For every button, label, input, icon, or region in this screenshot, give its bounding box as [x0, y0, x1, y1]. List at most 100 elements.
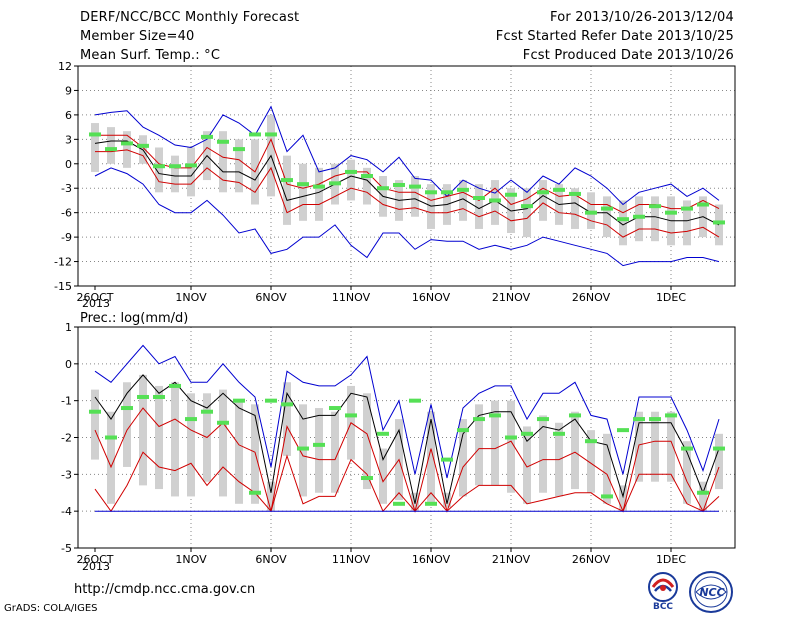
- box-1-11: [267, 481, 275, 512]
- mean-marker-1-14: [313, 442, 325, 447]
- box-0-31: [587, 192, 595, 229]
- box-0-23: [459, 180, 467, 221]
- box-0-14: [315, 167, 323, 221]
- series-median-line-1: [94, 407, 720, 514]
- mean-marker-0-23: [457, 187, 469, 192]
- box-1-28: [539, 415, 547, 493]
- box-0-13: [299, 163, 307, 221]
- mean-marker-0-3: [137, 143, 149, 148]
- mean-marker-0-15: [329, 181, 341, 186]
- x-year-label: 2013: [82, 297, 110, 310]
- box-1-37: [683, 441, 691, 504]
- footer-grads-credit: GrADS: COLA/IGES: [4, 603, 98, 614]
- box-0-6: [187, 147, 195, 197]
- box-1-4: [155, 385, 163, 490]
- box-0-27: [523, 188, 531, 238]
- ncc-logo-text: NCC: [699, 586, 724, 599]
- box-0-0: [91, 123, 99, 172]
- header-member-size: Member Size=40: [80, 29, 195, 44]
- bcc-logo: BCC: [648, 572, 678, 612]
- mean-marker-1-16: [345, 413, 357, 418]
- mean-marker-1-26: [505, 435, 517, 440]
- bcc-logo-text: BCC: [653, 602, 673, 612]
- header-start-date: Fcst Started Refer Date 2013/10/25: [495, 29, 734, 44]
- box-1-15: [331, 411, 339, 493]
- x-tick-label: 26OCT: [76, 553, 113, 566]
- mean-marker-0-0: [89, 132, 101, 137]
- mean-marker-0-20: [409, 184, 421, 189]
- box-1-0: [91, 389, 99, 460]
- box-0-25: [491, 180, 499, 225]
- mean-marker-0-14: [313, 184, 325, 189]
- box-1-35: [651, 411, 659, 482]
- y-tick-label: -1: [61, 395, 72, 408]
- mean-marker-0-6: [185, 163, 197, 168]
- box-1-6: [187, 393, 195, 497]
- mean-marker-1-38: [697, 490, 709, 495]
- y-tick-label: 3: [65, 133, 72, 146]
- mean-marker-1-25: [489, 413, 501, 418]
- mean-marker-0-24: [473, 196, 485, 200]
- box-1-32: [603, 433, 611, 504]
- y-tick-label: -3: [61, 468, 72, 481]
- x-tick-label: 16NOV: [412, 291, 451, 304]
- box-1-8: [219, 389, 227, 497]
- box-0-17: [363, 167, 371, 205]
- mean-marker-0-10: [249, 132, 261, 137]
- y-tick-label: -4: [61, 505, 72, 518]
- series-max-line-0: [94, 105, 720, 206]
- mean-marker-0-19: [393, 182, 405, 187]
- mean-marker-1-30: [569, 413, 581, 418]
- x-year-label: 2013: [82, 560, 110, 573]
- footer-url[interactable]: http://cmdp.ncc.cma.gov.cn: [74, 582, 256, 597]
- mean-marker-0-28: [537, 190, 549, 195]
- plot-frame-0: [77, 65, 736, 287]
- mean-marker-1-33: [617, 428, 629, 433]
- mean-marker-1-15: [329, 406, 341, 411]
- box-1-17: [363, 393, 371, 490]
- box-1-36: [667, 411, 675, 482]
- mean-marker-0-31: [585, 210, 597, 215]
- series-max-line-1: [94, 344, 720, 479]
- mean-marker-0-16: [345, 169, 357, 174]
- box-1-24: [475, 404, 483, 486]
- mean-marker-0-21: [425, 190, 437, 195]
- x-tick-label: 11NOV: [332, 291, 371, 304]
- mean-marker-0-2: [121, 141, 133, 146]
- y-tick-label: 9: [65, 84, 72, 97]
- mean-marker-0-26: [505, 192, 517, 197]
- x-tick-label: 1NOV: [175, 291, 207, 304]
- x-tick-label: 26OCT: [76, 291, 113, 304]
- box-0-30: [571, 188, 579, 229]
- box-0-5: [171, 155, 179, 193]
- y-tick-label: -3: [61, 182, 72, 195]
- mean-marker-1-28: [537, 417, 549, 422]
- mean-marker-1-34: [633, 417, 645, 422]
- x-tick-label: 26NOV: [572, 291, 611, 304]
- y-tick-label: -9: [61, 231, 72, 244]
- mean-marker-1-19: [393, 501, 405, 506]
- box-0-24: [475, 184, 483, 229]
- y-tick-label: -6: [61, 207, 72, 220]
- mean-marker-0-17: [361, 174, 373, 178]
- header-forecast-period: For 2013/10/26-2013/12/04: [550, 10, 734, 25]
- box-1-21: [427, 411, 435, 504]
- box-1-26: [507, 400, 515, 493]
- box-1-1: [107, 411, 115, 504]
- x-tick-label: 6NOV: [255, 553, 287, 566]
- series-p25-line-0: [95, 149, 720, 238]
- mean-marker-1-8: [217, 420, 229, 425]
- header-produced-date: Fcst Produced Date 2013/10/26: [522, 48, 734, 63]
- mean-marker-0-1: [105, 147, 117, 152]
- mean-marker-1-7: [201, 409, 213, 414]
- mean-marker-1-36: [665, 413, 677, 418]
- mean-marker-0-5: [169, 164, 181, 169]
- mean-marker-0-18: [377, 186, 389, 191]
- mean-marker-1-27: [521, 431, 533, 436]
- y-tick-label: -12: [54, 256, 72, 269]
- box-0-28: [539, 180, 547, 221]
- mean-marker-0-35: [649, 204, 661, 209]
- box-0-37: [683, 200, 691, 246]
- mean-marker-0-27: [521, 204, 533, 209]
